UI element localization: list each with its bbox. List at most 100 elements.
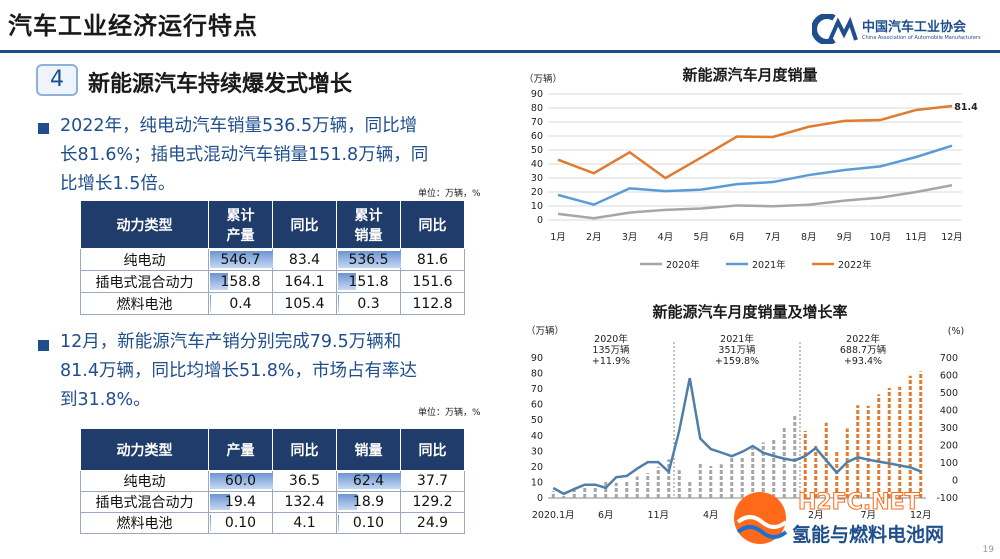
table-header-cell: 产量 [208, 428, 273, 471]
x-tick-label: 6月 [598, 510, 614, 521]
table2-unit: 单位：万辆，% [418, 408, 481, 418]
chart1-title: 新能源汽车月度销量 [682, 66, 818, 84]
period-growth-label: +11.9% [592, 356, 630, 367]
bullet-text-1: 2022年，纯电动汽车销量536.5万辆，同比增 长81.6%；插电式混动汽车销… [60, 116, 429, 194]
table-header-cell: 累计 销量 [336, 200, 401, 249]
table-cell: 插电式混合动力 [80, 270, 209, 293]
period-total-label: 351万辆 [718, 344, 756, 356]
data-bar [338, 473, 401, 489]
bullet-text-2: 12月，新能源汽车产销分别完成79.5万辆和 81.4万辆，同比均增长51.8%… [60, 332, 418, 410]
bullet-square-icon [38, 123, 49, 134]
data-bar [210, 273, 229, 290]
watermark-brand: H2FC.NET [798, 490, 921, 516]
data-bar [338, 273, 356, 290]
table-cell: 62.4 [336, 470, 401, 492]
period-total-label: 135万辆 [592, 344, 630, 356]
y-tick-label: 70 [531, 117, 543, 128]
cumulative-table: 动力类型 累计 产量 同比 累计 销量 同比 纯电动 546.7 83.4 536.5 81.6 插电… [80, 200, 465, 315]
x-tick-label: 2月 [808, 510, 824, 521]
y-tick-label: 10 [531, 201, 543, 212]
series-line-2022年 [557, 104, 953, 180]
table-cell: 81.6 [400, 248, 465, 271]
y-left-axis-label: （万辆） [526, 325, 564, 337]
slide-number: 19 [982, 545, 994, 555]
x-tick-label: 8月 [801, 232, 817, 243]
caam-logo: 中国汽车工业协会 China Association of Automobile… [812, 10, 992, 50]
x-tick-label: 2月 [586, 232, 602, 243]
data-bar [210, 473, 273, 489]
x-tick-label: 12月 [941, 232, 963, 243]
legend-label: 2021年 [752, 259, 786, 271]
table-header-cell: 累计 产量 [208, 200, 273, 249]
end-value-label: 81.4 [954, 102, 978, 113]
table-header-cell: 同比 [400, 428, 465, 471]
data-bar [210, 494, 231, 510]
table-cell: 19.4 [208, 491, 273, 513]
data-bar [210, 251, 273, 268]
y-right-axis-label: (%) [948, 326, 964, 337]
watermark-cn: 氢能与燃料电池网 [792, 524, 945, 546]
table-row: 纯电动 60.0 36.5 62.4 37.7 [80, 470, 465, 492]
logo-name-cn: 中国汽车工业协会 [862, 20, 967, 35]
table-cell: 燃料电池 [80, 512, 209, 534]
data-bar [210, 295, 211, 312]
y-left-tick-label: 60 [531, 400, 543, 411]
table-header-cell: 销量 [336, 428, 401, 471]
y-left-tick-label: 10 [531, 477, 543, 488]
y-left-tick-label: 40 [531, 431, 543, 442]
x-tick-label: 7月 [860, 510, 876, 521]
header-divider [0, 50, 1000, 53]
y-right-tick-label: 700 [940, 353, 958, 364]
data-bar [210, 515, 211, 531]
table-cell: 546.7 [208, 248, 273, 271]
logo-name-en: China Association of Automobile Manufact… [862, 35, 981, 41]
x-tick-label: 2020.1月 [532, 510, 575, 521]
table-cell: 83.4 [272, 248, 337, 271]
section-title: 新能源汽车持续爆发式增长 [88, 72, 353, 97]
x-tick-label: 12月 [910, 510, 932, 521]
y-tick-label: 30 [531, 173, 543, 184]
x-tick-label: 7月 [765, 232, 781, 243]
h2fc-watermark: H2FC.NET 氢能与燃料电池网 [730, 478, 998, 554]
legend-label: 2022年 [838, 259, 872, 271]
data-bar [338, 494, 357, 510]
table1-unit: 单位：万辆，% [418, 189, 481, 199]
watermark-logo-icon [734, 492, 788, 544]
y-tick-label: 80 [531, 103, 543, 114]
table-cell: 0.10 [208, 512, 273, 534]
y-left-tick-label: 20 [531, 462, 543, 473]
table-cell: 536.5 [336, 248, 401, 271]
y-tick-label: 60 [531, 131, 543, 142]
table-cell: 0.4 [208, 292, 273, 315]
period-year-label: 2022年 [846, 333, 880, 345]
x-tick-label: 5月 [693, 232, 709, 243]
table-cell: 0.3 [336, 292, 401, 315]
page-title: 汽车工业经济运行特点 [8, 12, 258, 40]
table-cell: 60.0 [208, 470, 273, 492]
table-row: 燃料电池 0.10 4.1 0.10 24.9 [80, 512, 465, 534]
table-header-cell: 同比 [272, 200, 337, 249]
table-cell: 36.5 [272, 470, 337, 492]
table-cell: 158.8 [208, 270, 273, 293]
x-tick-label: 11月 [905, 232, 927, 243]
y-tick-label: 50 [531, 145, 543, 156]
y-left-tick-label: 50 [531, 415, 543, 426]
table-cell: 37.7 [400, 470, 465, 492]
y-left-tick-label: 70 [531, 384, 543, 395]
table-cell: 18.9 [336, 491, 401, 513]
caam-logo-icon [812, 14, 858, 44]
table-header-cell: 动力类型 [80, 200, 209, 249]
table-cell: 164.1 [272, 270, 337, 293]
y-left-tick-label: 30 [531, 446, 543, 457]
x-tick-label: 4月 [703, 510, 719, 521]
x-tick-label: 1月 [550, 232, 566, 243]
table-cell: 151.8 [336, 270, 401, 293]
x-tick-label: 6月 [729, 232, 745, 243]
series-line-2021年 [557, 144, 953, 206]
table-cell: 129.2 [400, 491, 465, 513]
y-left-tick-label: 0 [537, 493, 543, 504]
table-row: 燃料电池 0.4 105.4 0.3 112.8 [80, 292, 465, 315]
table-cell: 0.10 [336, 512, 401, 534]
x-tick-label: 4月 [658, 232, 674, 243]
data-bar [338, 515, 339, 531]
